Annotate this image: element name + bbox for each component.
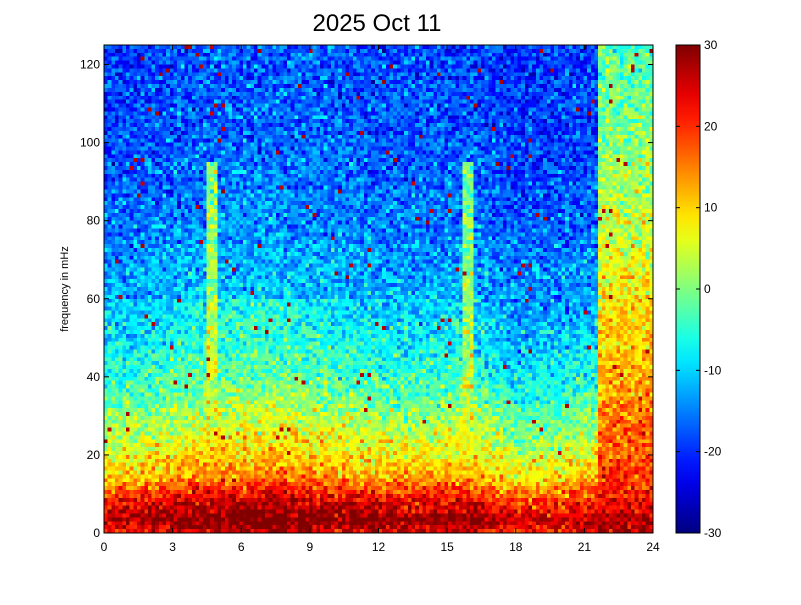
colorbar-tick-label: 10 — [704, 201, 718, 215]
heatmap-layer — [104, 45, 653, 533]
y-tick-label: 100 — [80, 136, 100, 150]
colorbar-tick-label: -30 — [704, 526, 722, 540]
y-axis-label: frequency in mHz — [59, 246, 71, 332]
x-axis: 0 3 6 9 12 15 18 21 24 — [101, 45, 660, 554]
x-tick-label: 24 — [646, 540, 660, 554]
colorbar-tick-label: -10 — [704, 363, 722, 377]
x-tick-label: 21 — [578, 540, 592, 554]
x-tick-label: 3 — [169, 540, 176, 554]
y-tick-label: 40 — [87, 370, 101, 384]
y-tick-label: 20 — [87, 448, 101, 462]
colorbar-tick-label: 30 — [704, 38, 718, 52]
chart-title: 2025 Oct 11 — [313, 10, 442, 37]
x-tick-label: 12 — [372, 540, 386, 554]
y-tick-label: 0 — [93, 526, 100, 540]
x-tick-label: 0 — [101, 540, 108, 554]
x-tick-label: 15 — [440, 540, 454, 554]
colorbar: -30 -20 -10 0 10 20 30 — [675, 38, 722, 540]
y-tick-label: 60 — [87, 292, 101, 306]
x-tick-label: 9 — [307, 540, 314, 554]
y-tick-label: 80 — [87, 214, 101, 228]
spectrogram-heatmap — [104, 45, 653, 533]
x-tick-label: 18 — [509, 540, 523, 554]
colorbar-tick-label: -20 — [704, 445, 722, 459]
y-axis: 0 20 40 60 80 100 120 — [80, 58, 653, 540]
colorbar-tick-label: 0 — [704, 282, 711, 296]
colorbar-tick-label: 20 — [704, 119, 718, 133]
y-tick-label: 120 — [80, 58, 100, 72]
x-tick-label: 6 — [238, 540, 245, 554]
colorbar-ticks: -30 -20 -10 0 10 20 30 — [676, 38, 722, 540]
